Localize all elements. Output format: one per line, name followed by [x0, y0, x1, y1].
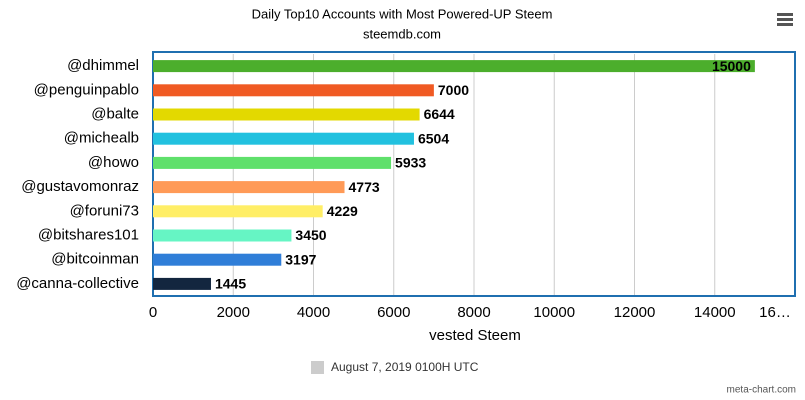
y-tick-label: @bitcoinman [51, 251, 139, 268]
credit: meta-chart.com [727, 385, 796, 396]
x-tick-label: 0 [149, 304, 157, 321]
bar [153, 108, 420, 121]
x-tick-label: 14000 [694, 304, 736, 321]
y-tick-label: @gustavomonraz [21, 178, 139, 195]
y-tick-label: @michealb [64, 130, 139, 147]
menu-bar[interactable] [777, 18, 793, 21]
data-label: 3197 [285, 251, 316, 267]
bar [153, 205, 323, 218]
plot-border [152, 51, 796, 297]
bar [153, 229, 292, 242]
menu-icon[interactable] [777, 13, 793, 26]
x-axis-title: vested Steem [429, 327, 521, 344]
x-tick-label: 8000 [457, 304, 490, 321]
data-label: 7000 [438, 82, 469, 98]
menu-bar[interactable] [777, 23, 793, 26]
bar [153, 84, 434, 97]
x-tick-label: 6000 [377, 304, 410, 321]
x-tick-label: 12000 [614, 304, 656, 321]
bar [153, 181, 345, 194]
data-label: 15000 [712, 58, 751, 74]
data-label: 4229 [327, 203, 358, 219]
x-tick-label: 2000 [217, 304, 250, 321]
y-tick-label: @foruni73 [70, 202, 139, 219]
legend-label: August 7, 2019 0100H UTC [331, 360, 479, 374]
data-label: 1445 [215, 276, 246, 292]
data-label: 4773 [349, 179, 380, 195]
y-tick-label: @dhimmel [67, 57, 139, 74]
y-tick-label: @balte [91, 105, 139, 122]
y-tick-label: @bitshares101 [38, 226, 139, 243]
chart-subtitle: steemdb.com [363, 26, 441, 41]
bar [153, 132, 414, 145]
data-label: 3450 [295, 227, 326, 243]
data-label: 6504 [418, 130, 449, 146]
legend-swatch [311, 361, 324, 374]
data-label: 5933 [395, 155, 426, 171]
x-tick-label: 10000 [533, 304, 575, 321]
y-tick-label: @penguinpablo [34, 81, 139, 98]
x-tick-label: 4000 [297, 304, 330, 321]
y-tick-label: @howo [88, 154, 139, 171]
bar [153, 156, 392, 169]
bar [153, 60, 755, 73]
menu-bar[interactable] [777, 13, 793, 16]
y-tick-label: @canna-collective [16, 275, 139, 292]
data-label: 6644 [424, 106, 455, 122]
bar [153, 277, 211, 290]
bar [153, 253, 282, 266]
chart-title: Daily Top10 Accounts with Most Powered-U… [252, 6, 553, 21]
x-tick-label: 16… [759, 304, 791, 321]
